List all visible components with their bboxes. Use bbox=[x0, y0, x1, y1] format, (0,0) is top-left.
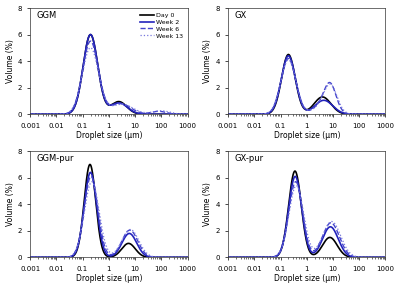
Text: GGM: GGM bbox=[36, 11, 57, 20]
Legend: Day 0, Week 2, Week 6, Week 13: Day 0, Week 2, Week 6, Week 13 bbox=[138, 11, 184, 40]
Y-axis label: Volume (%): Volume (%) bbox=[204, 182, 212, 226]
Y-axis label: Volume (%): Volume (%) bbox=[204, 39, 212, 83]
Text: GX-pur: GX-pur bbox=[234, 154, 264, 163]
Y-axis label: Volume (%): Volume (%) bbox=[6, 182, 14, 226]
X-axis label: Droplet size (μm): Droplet size (μm) bbox=[274, 131, 340, 140]
Text: GGM-pur: GGM-pur bbox=[36, 154, 74, 163]
X-axis label: Droplet size (μm): Droplet size (μm) bbox=[274, 275, 340, 284]
X-axis label: Droplet size (μm): Droplet size (μm) bbox=[76, 275, 142, 284]
X-axis label: Droplet size (μm): Droplet size (μm) bbox=[76, 131, 142, 140]
Text: GX: GX bbox=[234, 11, 247, 20]
Y-axis label: Volume (%): Volume (%) bbox=[6, 39, 14, 83]
